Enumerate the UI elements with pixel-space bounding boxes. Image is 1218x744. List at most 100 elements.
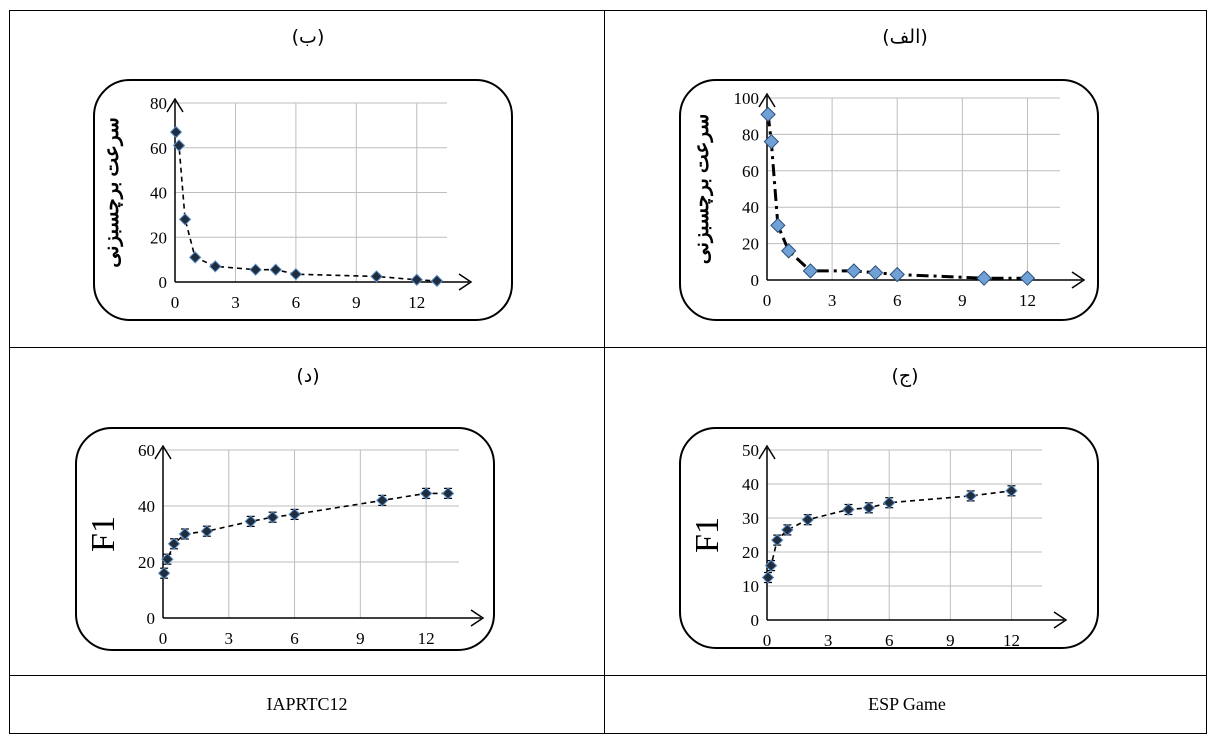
x-axis-arrow bbox=[1071, 271, 1086, 289]
data-point bbox=[764, 559, 778, 572]
data-point bbox=[964, 489, 977, 503]
y-tick-label: 20 bbox=[742, 235, 759, 254]
data-point bbox=[781, 523, 794, 537]
dataset-label-right: ESP Game bbox=[868, 694, 946, 714]
data-point bbox=[883, 496, 896, 509]
chart-frame bbox=[75, 427, 495, 651]
data-point bbox=[801, 513, 814, 526]
chart-b-labeling-speed-iapr: 0 3 6 9 12 0 20 40 60 80 سرعت برچسبزنی bbox=[93, 79, 513, 321]
x-tick-label: 3 bbox=[824, 631, 833, 650]
data-point bbox=[1019, 270, 1036, 286]
data-point bbox=[770, 217, 786, 234]
x-tick-label: 12 bbox=[1003, 631, 1020, 650]
panel-a-label: (الف) bbox=[882, 26, 928, 48]
y-axis-label: F1 bbox=[689, 517, 726, 553]
x-tick-label: 3 bbox=[231, 293, 240, 312]
y-tick-label: 60 bbox=[138, 441, 155, 460]
data-point bbox=[161, 552, 174, 566]
y-tick-label: 0 bbox=[147, 609, 156, 628]
data-point bbox=[172, 139, 186, 152]
x-tick-label: 12 bbox=[1019, 291, 1036, 310]
trend-line bbox=[766, 114, 1028, 280]
x-tick-label: 12 bbox=[408, 293, 425, 312]
data-point bbox=[288, 508, 301, 521]
y-axis-arrow bbox=[758, 444, 776, 460]
data-point bbox=[846, 263, 862, 279]
panel-d-label: (د) bbox=[296, 365, 320, 387]
data-point bbox=[178, 213, 192, 226]
y-axis-arrow bbox=[166, 97, 184, 113]
data-point bbox=[167, 537, 181, 551]
data-point bbox=[763, 133, 780, 150]
x-tick-label: 12 bbox=[418, 629, 435, 648]
chart-a-labeling-speed-esp: 0 3 6 9 12 0 20 40 60 80 100 سرعت برچسبزنی bbox=[679, 79, 1099, 321]
x-tick-label: 3 bbox=[828, 291, 837, 310]
data-point bbox=[178, 527, 192, 541]
data-point bbox=[209, 260, 222, 273]
y-axis-arrow bbox=[758, 92, 776, 108]
x-tick-label: 9 bbox=[352, 293, 361, 312]
data-point bbox=[889, 266, 905, 283]
y-tick-label: 0 bbox=[751, 271, 760, 290]
x-axis-arrow bbox=[458, 273, 473, 291]
x-tick-label: 9 bbox=[958, 291, 967, 310]
data-point bbox=[862, 501, 876, 515]
data-point bbox=[269, 263, 282, 276]
data-point bbox=[1005, 484, 1018, 498]
y-tick-label: 40 bbox=[138, 497, 155, 516]
x-tick-label: 9 bbox=[356, 629, 365, 648]
x-tick-label: 0 bbox=[763, 291, 772, 310]
y-tick-label: 40 bbox=[150, 184, 167, 203]
data-point bbox=[780, 243, 797, 259]
y-tick-label: 80 bbox=[742, 125, 759, 144]
data-point bbox=[842, 503, 855, 516]
table-divider-vertical bbox=[604, 10, 605, 734]
y-tick-label: 0 bbox=[751, 611, 760, 630]
data-point bbox=[761, 571, 775, 584]
y-tick-label: 0 bbox=[159, 273, 168, 292]
y-tick-label: 60 bbox=[150, 139, 167, 158]
x-axis-arrow bbox=[470, 609, 485, 627]
y-tick-label: 80 bbox=[150, 94, 167, 113]
data-point bbox=[200, 524, 214, 538]
y-tick-label: 20 bbox=[742, 543, 759, 562]
x-tick-label: 6 bbox=[885, 631, 894, 650]
x-tick-label: 6 bbox=[292, 293, 301, 312]
y-axis-label: سرعت برچسبزنی bbox=[691, 114, 714, 264]
data-point bbox=[370, 270, 383, 283]
data-point bbox=[249, 263, 262, 276]
data-point bbox=[976, 270, 992, 286]
chart-c-f1-esp: 0 3 6 9 12 0 10 20 30 40 50 F1 bbox=[679, 427, 1099, 650]
figure-table bbox=[9, 10, 1207, 734]
table-divider-row1 bbox=[9, 347, 1207, 348]
panel-c-label: (ج) bbox=[891, 365, 919, 387]
data-point bbox=[289, 267, 303, 281]
x-tick-label: 0 bbox=[159, 629, 168, 648]
data-point bbox=[441, 487, 455, 500]
y-tick-label: 20 bbox=[138, 553, 155, 572]
y-axis-arrow bbox=[154, 444, 172, 460]
chart-frame bbox=[679, 79, 1099, 321]
data-point bbox=[169, 125, 183, 139]
y-tick-label: 50 bbox=[742, 441, 759, 460]
data-point bbox=[188, 251, 202, 264]
y-tick-label: 100 bbox=[734, 89, 760, 108]
x-tick-label: 6 bbox=[893, 291, 902, 310]
x-tick-label: 9 bbox=[946, 631, 955, 650]
data-point bbox=[760, 106, 776, 123]
y-axis-label: F1 bbox=[85, 516, 122, 552]
data-point bbox=[157, 566, 171, 580]
y-tick-label: 40 bbox=[742, 475, 759, 494]
x-tick-label: 0 bbox=[763, 631, 772, 650]
x-tick-label: 0 bbox=[171, 293, 180, 312]
panel-b-label: (ب) bbox=[291, 26, 325, 48]
y-tick-label: 20 bbox=[150, 228, 167, 247]
chart-d-f1-iapr: 0 3 6 9 12 0 20 40 60 F1 bbox=[75, 427, 495, 651]
trend-line bbox=[767, 490, 1012, 578]
data-point bbox=[410, 273, 423, 286]
y-tick-label: 60 bbox=[742, 162, 759, 181]
data-point bbox=[867, 265, 884, 281]
y-axis-label: سرعت برچسبزنی bbox=[101, 117, 124, 267]
data-point bbox=[244, 515, 257, 528]
y-tick-label: 40 bbox=[742, 198, 759, 217]
